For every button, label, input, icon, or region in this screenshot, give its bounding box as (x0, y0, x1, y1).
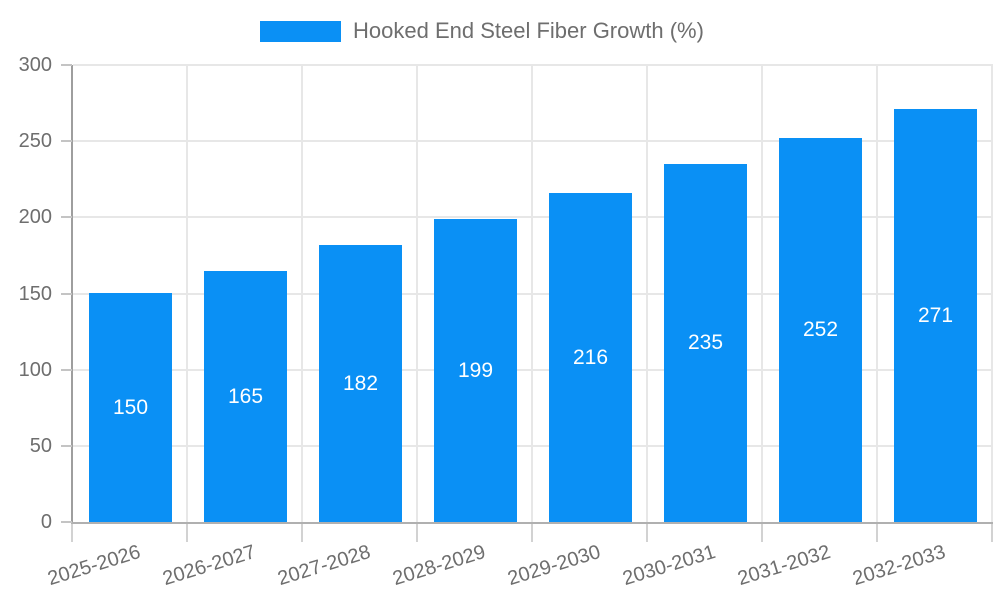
x-gridline (876, 65, 878, 522)
y-tick (61, 444, 72, 447)
x-category-label: 2029-2030 (505, 541, 603, 591)
x-gridline (761, 65, 763, 522)
bar-value-label: 199 (457, 358, 494, 382)
x-category-label: 2031-2032 (735, 541, 833, 591)
y-gridline (73, 140, 993, 143)
x-tick (991, 524, 993, 542)
bar[interactable]: 252 (779, 138, 862, 522)
y-tick (61, 292, 72, 295)
x-category-label: 2025-2026 (45, 541, 143, 591)
y-tick-label: 200 (18, 206, 52, 229)
x-tick (301, 524, 303, 542)
bar-value-label: 182 (342, 371, 379, 395)
y-gridline (73, 292, 993, 295)
x-tick (646, 524, 648, 542)
x-gridline (531, 65, 533, 522)
x-gridline (301, 65, 303, 522)
bar[interactable]: 182 (319, 245, 402, 522)
x-axis-line (71, 522, 993, 524)
bar-value-label: 165 (227, 384, 264, 408)
x-gridline (186, 65, 188, 522)
x-tick (186, 524, 188, 542)
y-gridline (73, 444, 993, 447)
y-tick (61, 64, 72, 66)
bar[interactable]: 216 (549, 193, 632, 522)
legend-swatch-icon (260, 20, 341, 42)
bar[interactable]: 199 (434, 219, 517, 522)
x-category-label: 2026-2027 (160, 541, 258, 591)
bar[interactable]: 150 (89, 293, 172, 522)
x-gridline (991, 65, 993, 522)
y-gridline (73, 216, 993, 219)
y-tick-label: 300 (18, 54, 52, 76)
x-category-label: 2027-2028 (275, 541, 373, 591)
x-tick (531, 524, 533, 542)
y-tick-label: 50 (29, 434, 52, 457)
bar-value-label: 150 (112, 395, 149, 419)
y-axis-line (71, 65, 73, 524)
y-tick (61, 216, 72, 219)
y-tick-label: 250 (18, 130, 52, 153)
x-tick (416, 524, 418, 542)
y-gridline (73, 368, 993, 371)
bar-value-label: 252 (802, 318, 839, 341)
y-tick-label: 0 (40, 511, 52, 533)
y-tick (61, 140, 72, 143)
y-tick-label: 100 (18, 358, 52, 381)
y-tick (61, 368, 72, 371)
plot-area: 150 165 182 199 216 235 252 271 (71, 64, 993, 524)
x-tick (876, 524, 878, 542)
bar[interactable]: 165 (204, 271, 287, 522)
y-gridline (73, 64, 993, 66)
x-gridline (646, 65, 648, 522)
legend-label: Hooked End Steel Fiber Growth (%) (353, 18, 704, 43)
y-tick-label: 150 (18, 282, 52, 305)
x-category-label: 2032-2033 (850, 541, 948, 591)
x-category-label: 2028-2029 (390, 541, 488, 591)
legend-item[interactable]: Hooked End Steel Fiber Growth (%) (260, 18, 704, 44)
x-category-label: 2030-2031 (620, 541, 718, 591)
x-tick (761, 524, 763, 542)
bar[interactable]: 271 (894, 109, 977, 522)
y-tick (61, 521, 72, 523)
bar[interactable]: 235 (664, 164, 747, 522)
bar-value-label: 235 (687, 331, 724, 354)
x-gridline (416, 65, 418, 522)
x-tick (71, 524, 73, 542)
bar-value-label: 216 (572, 345, 609, 369)
bar-value-label: 271 (917, 303, 954, 327)
